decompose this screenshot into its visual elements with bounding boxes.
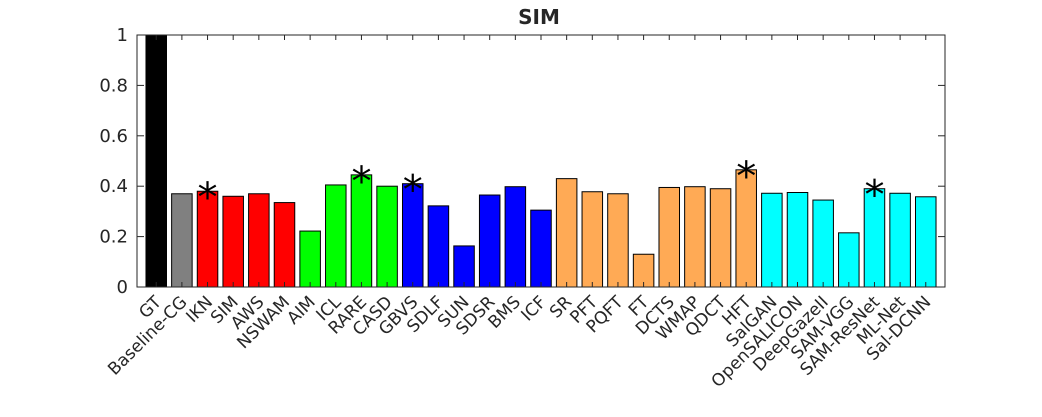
bar-salgan <box>761 192 783 288</box>
bar-sr <box>555 178 578 288</box>
chart-title: SIM <box>518 5 560 29</box>
bar-pqft <box>607 193 629 288</box>
bar-qdct <box>709 188 732 288</box>
bar-casd <box>376 185 398 288</box>
bar-bms <box>504 186 527 288</box>
y-tick-label: 0.4 <box>99 176 128 197</box>
bar-aws <box>248 193 270 288</box>
bar-pft <box>581 191 604 288</box>
significance-star: * <box>198 175 218 221</box>
bar-nswam <box>273 202 296 288</box>
bars-group <box>145 34 937 288</box>
y-tick-label: 0.8 <box>99 75 128 96</box>
bar-sal-dcnn <box>915 196 937 288</box>
bar-gt <box>145 34 167 288</box>
bar-sim <box>222 195 244 288</box>
significance-star: * <box>351 159 371 205</box>
bar-icf <box>530 209 552 288</box>
bar-opensalicon <box>786 192 809 288</box>
y-tick-label: 1 <box>117 25 128 46</box>
y-axis: 0 0.2 0.4 0.6 0.8 1 <box>99 25 945 298</box>
significance-star: * <box>864 173 884 219</box>
bar-deepgazeii <box>812 199 834 288</box>
bar-dcts <box>658 186 681 288</box>
plot-frame <box>136 34 946 288</box>
bar-sun <box>453 245 475 288</box>
bar-sdlf <box>427 205 450 288</box>
bar-sdsr <box>478 194 501 288</box>
bar-sam-vgg <box>838 232 860 288</box>
significance-star: * <box>403 168 423 214</box>
bar-wmap <box>684 186 706 288</box>
bar-baseline-cg <box>171 193 193 288</box>
y-tick-label: 0.2 <box>99 227 128 248</box>
annotations-group: * * * * * <box>198 154 885 221</box>
bar-icl <box>325 184 347 288</box>
y-tick-label: 0 <box>117 277 128 298</box>
y-tick-label: 0.6 <box>99 126 128 147</box>
significance-star: * <box>736 154 756 200</box>
bar-ml-net <box>889 192 911 288</box>
bar-aim <box>299 230 321 288</box>
